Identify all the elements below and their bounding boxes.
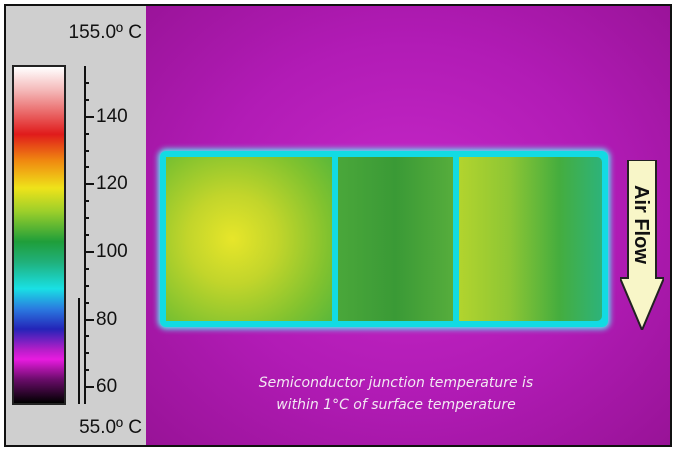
scale-tick	[84, 284, 89, 287]
scale-tick	[84, 217, 89, 220]
component-segment-middle	[338, 157, 453, 321]
scale-tick-label: 80	[96, 308, 118, 330]
scale-tick	[84, 267, 89, 270]
scale-tick	[84, 115, 94, 118]
scale-tick	[84, 386, 94, 389]
air-flow-arrow-icon	[620, 160, 664, 330]
thermal-image: Air Flow Semiconductor junction temperat…	[146, 6, 670, 445]
caption: Semiconductor junction temperature is wi…	[216, 372, 576, 416]
scale-tick	[84, 166, 89, 169]
air-flow-label: Air Flow	[630, 184, 652, 264]
thermal-image-frame: 155.0º C 140 120 100 80 60 55.0º C Air Flow …	[4, 4, 672, 447]
color-scale-panel: 155.0º C 140 120 100 80 60 55.0º C	[6, 6, 146, 445]
component-segment-right	[459, 157, 602, 321]
scale-tick	[84, 200, 89, 203]
scale-tick	[84, 335, 89, 338]
scale-axis: 140 120 100 80 60	[78, 66, 144, 404]
scale-tick	[84, 98, 89, 101]
scale-tick-label: 120	[96, 173, 128, 195]
temperature-colorbar	[12, 65, 66, 405]
scale-tick	[84, 250, 94, 253]
scale-tick	[84, 149, 89, 152]
scale-tick	[84, 234, 89, 236]
caption-line-1: Semiconductor junction temperature is	[258, 375, 534, 391]
scale-tick	[84, 81, 89, 84]
scale-tick-label: 140	[96, 105, 128, 127]
scale-tick-label: 60	[96, 376, 118, 398]
scale-tick	[84, 318, 94, 321]
scale-tick-label: 100	[96, 240, 128, 262]
component-board	[160, 151, 608, 327]
scale-tick	[84, 301, 89, 304]
component-segment-hot	[166, 157, 332, 321]
scale-tick	[84, 369, 89, 372]
scale-max-label: 155.0º C	[68, 22, 143, 43]
axis-bracket-line	[78, 298, 80, 404]
scale-tick	[84, 183, 94, 186]
scale-min-label: 55.0º C	[79, 417, 142, 438]
caption-line-2: within 1°C of surface temperature	[276, 397, 516, 413]
scale-tick	[84, 352, 89, 355]
scale-tick	[84, 132, 89, 135]
